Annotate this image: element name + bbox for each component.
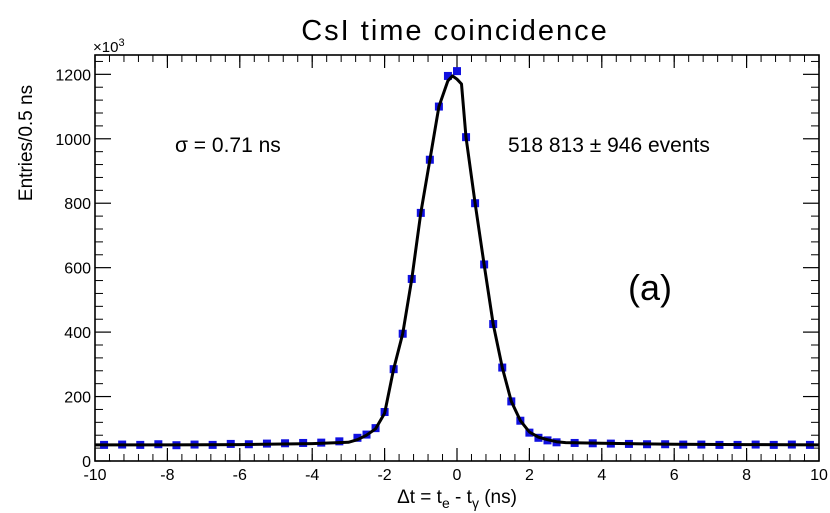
y-tick-label: 800: [64, 196, 91, 213]
y-multiplier-exponent: 3: [118, 37, 124, 49]
chart-title: CsI time coincidence: [301, 15, 609, 47]
svg-text:×103: ×103: [93, 37, 125, 56]
x-label-part-mid: - t: [450, 487, 473, 508]
data-point: [353, 433, 362, 442]
x-tick-label: -2: [377, 467, 391, 484]
data-point: [443, 71, 452, 80]
x-label-part-lhs: Δt = t: [397, 487, 443, 508]
events-annotation: 518 813 ± 946 events: [508, 134, 710, 157]
x-tick-label: 4: [597, 467, 606, 484]
x-tick-label: -8: [160, 467, 174, 484]
x-tick-label: 8: [742, 467, 751, 484]
x-tick-label: -4: [305, 467, 319, 484]
y-tick-label: 600: [64, 261, 91, 278]
y-multiplier: ×103: [93, 37, 125, 56]
x-tick-label: 2: [525, 467, 534, 484]
x-tick-label: -10: [83, 467, 106, 484]
y-tick-label: 200: [64, 390, 91, 407]
series-layer: [95, 67, 820, 450]
axis-ticks: -10 -8 -6 -4 -2 0 2 4 6 8 10 0 200 400 600 800 1000 1200: [55, 55, 828, 484]
plot-frame: [94, 54, 820, 462]
y-tick-label: 0: [82, 454, 91, 471]
sigma-annotation: σ = 0.71 ns: [175, 134, 281, 157]
svg-text:Δt = te - tγ (ns): Δt = te - tγ (ns): [397, 487, 517, 511]
fit-curve: [95, 74, 820, 447]
x-axis-label: Δt = te - tγ (ns): [397, 487, 517, 511]
x-label-unit: (ns): [479, 487, 517, 508]
y-axis-label: Entries/0.5 ns: [16, 85, 37, 201]
data-point: [453, 67, 461, 76]
y-tick-label: 400: [64, 325, 91, 342]
x-tick-label: 10: [810, 467, 828, 484]
y-multiplier-base: ×10: [93, 39, 118, 56]
x-label-subscript-e: e: [442, 495, 450, 511]
y-tick-label: 1000: [55, 132, 91, 149]
panel-label: (a): [628, 267, 672, 308]
y-tick-label: 1200: [55, 67, 91, 84]
x-tick-label: 0: [453, 467, 462, 484]
x-tick-label: -6: [233, 467, 247, 484]
x-label-subscript-gamma: γ: [472, 495, 479, 511]
x-tick-label: 6: [670, 467, 679, 484]
